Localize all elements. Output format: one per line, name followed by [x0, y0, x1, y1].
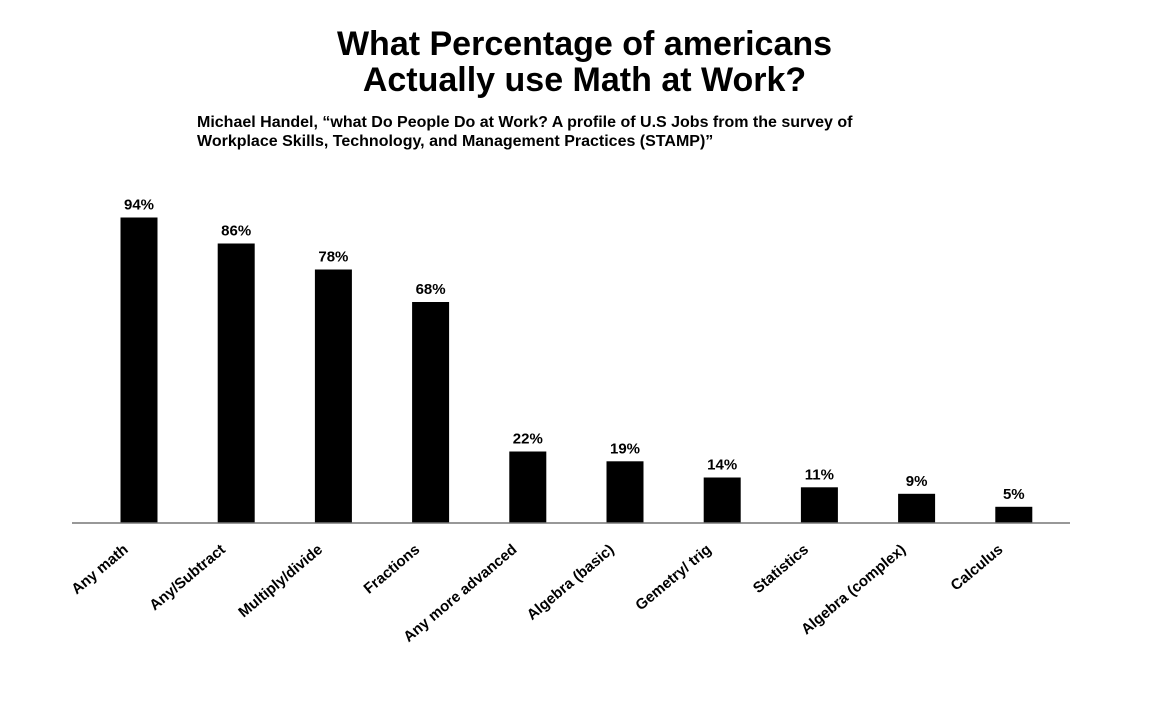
chart-title-line-2: Actually use Math at Work? [362, 61, 807, 99]
value-label-any-math: 94% [124, 197, 154, 214]
category-label-statistics: Statistics [750, 541, 812, 597]
bars-group [120, 217, 1033, 524]
value-label-fractions: 68% [416, 281, 446, 298]
value-label-gemetry-trig: 14% [707, 457, 737, 474]
bar-calculus [995, 506, 1033, 524]
bar-any-more-advanced [509, 451, 547, 523]
bar-any-subtract [217, 243, 255, 523]
bar-any-math [120, 217, 158, 523]
category-label-fractions: Fractions [361, 541, 424, 597]
bar-algebra-basic [606, 461, 644, 524]
chart-subtitle-line-1: Michael Handel, “what Do People Do at Wo… [197, 114, 853, 131]
bar-algebra-complex [898, 493, 936, 524]
value-label-statistics: 11% [805, 466, 834, 483]
category-label-multiply-divide: Multiply/divide [235, 541, 326, 621]
bar-statistics [800, 487, 838, 524]
chart-title: What Percentage of americans Actually us… [0, 26, 1169, 98]
chart-subtitle: Michael Handel, “what Do People Do at Wo… [197, 113, 1077, 151]
bar-fractions [412, 302, 450, 523]
value-labels-group: 94% 86% 78% 68% 22% 19% 14% 11% 9% 5% [124, 197, 1025, 503]
chart-title-line-1: What Percentage of americans [336, 25, 833, 63]
category-label-calculus: Calculus [948, 541, 1007, 594]
chart-subtitle-line-2: Workplace Skills, Technology, and Manage… [197, 133, 714, 150]
category-label-gemetry-trig: Gemetry/ trig [632, 541, 714, 614]
value-label-multiply-divide: 78% [318, 249, 348, 266]
category-label-any-subtract: Any/Subtract [146, 541, 228, 614]
bar-gemetry-trig [703, 477, 741, 523]
value-label-any-more-advanced: 22% [513, 431, 543, 448]
category-label-algebra-basic: Algebra (basic) [524, 541, 618, 624]
value-label-any-subtract: 86% [221, 223, 251, 240]
category-label-any-math: Any math [68, 541, 131, 598]
bar-multiply-divide [314, 269, 352, 523]
category-label-algebra-complex: Algebra (complex) [798, 541, 909, 638]
value-label-algebra-complex: 9% [906, 473, 928, 490]
category-labels-group: Any math Any/Subtract Multiply/divide Fract… [68, 541, 1006, 646]
value-label-algebra-basic: 19% [610, 440, 640, 457]
value-label-calculus: 5% [1003, 486, 1025, 503]
